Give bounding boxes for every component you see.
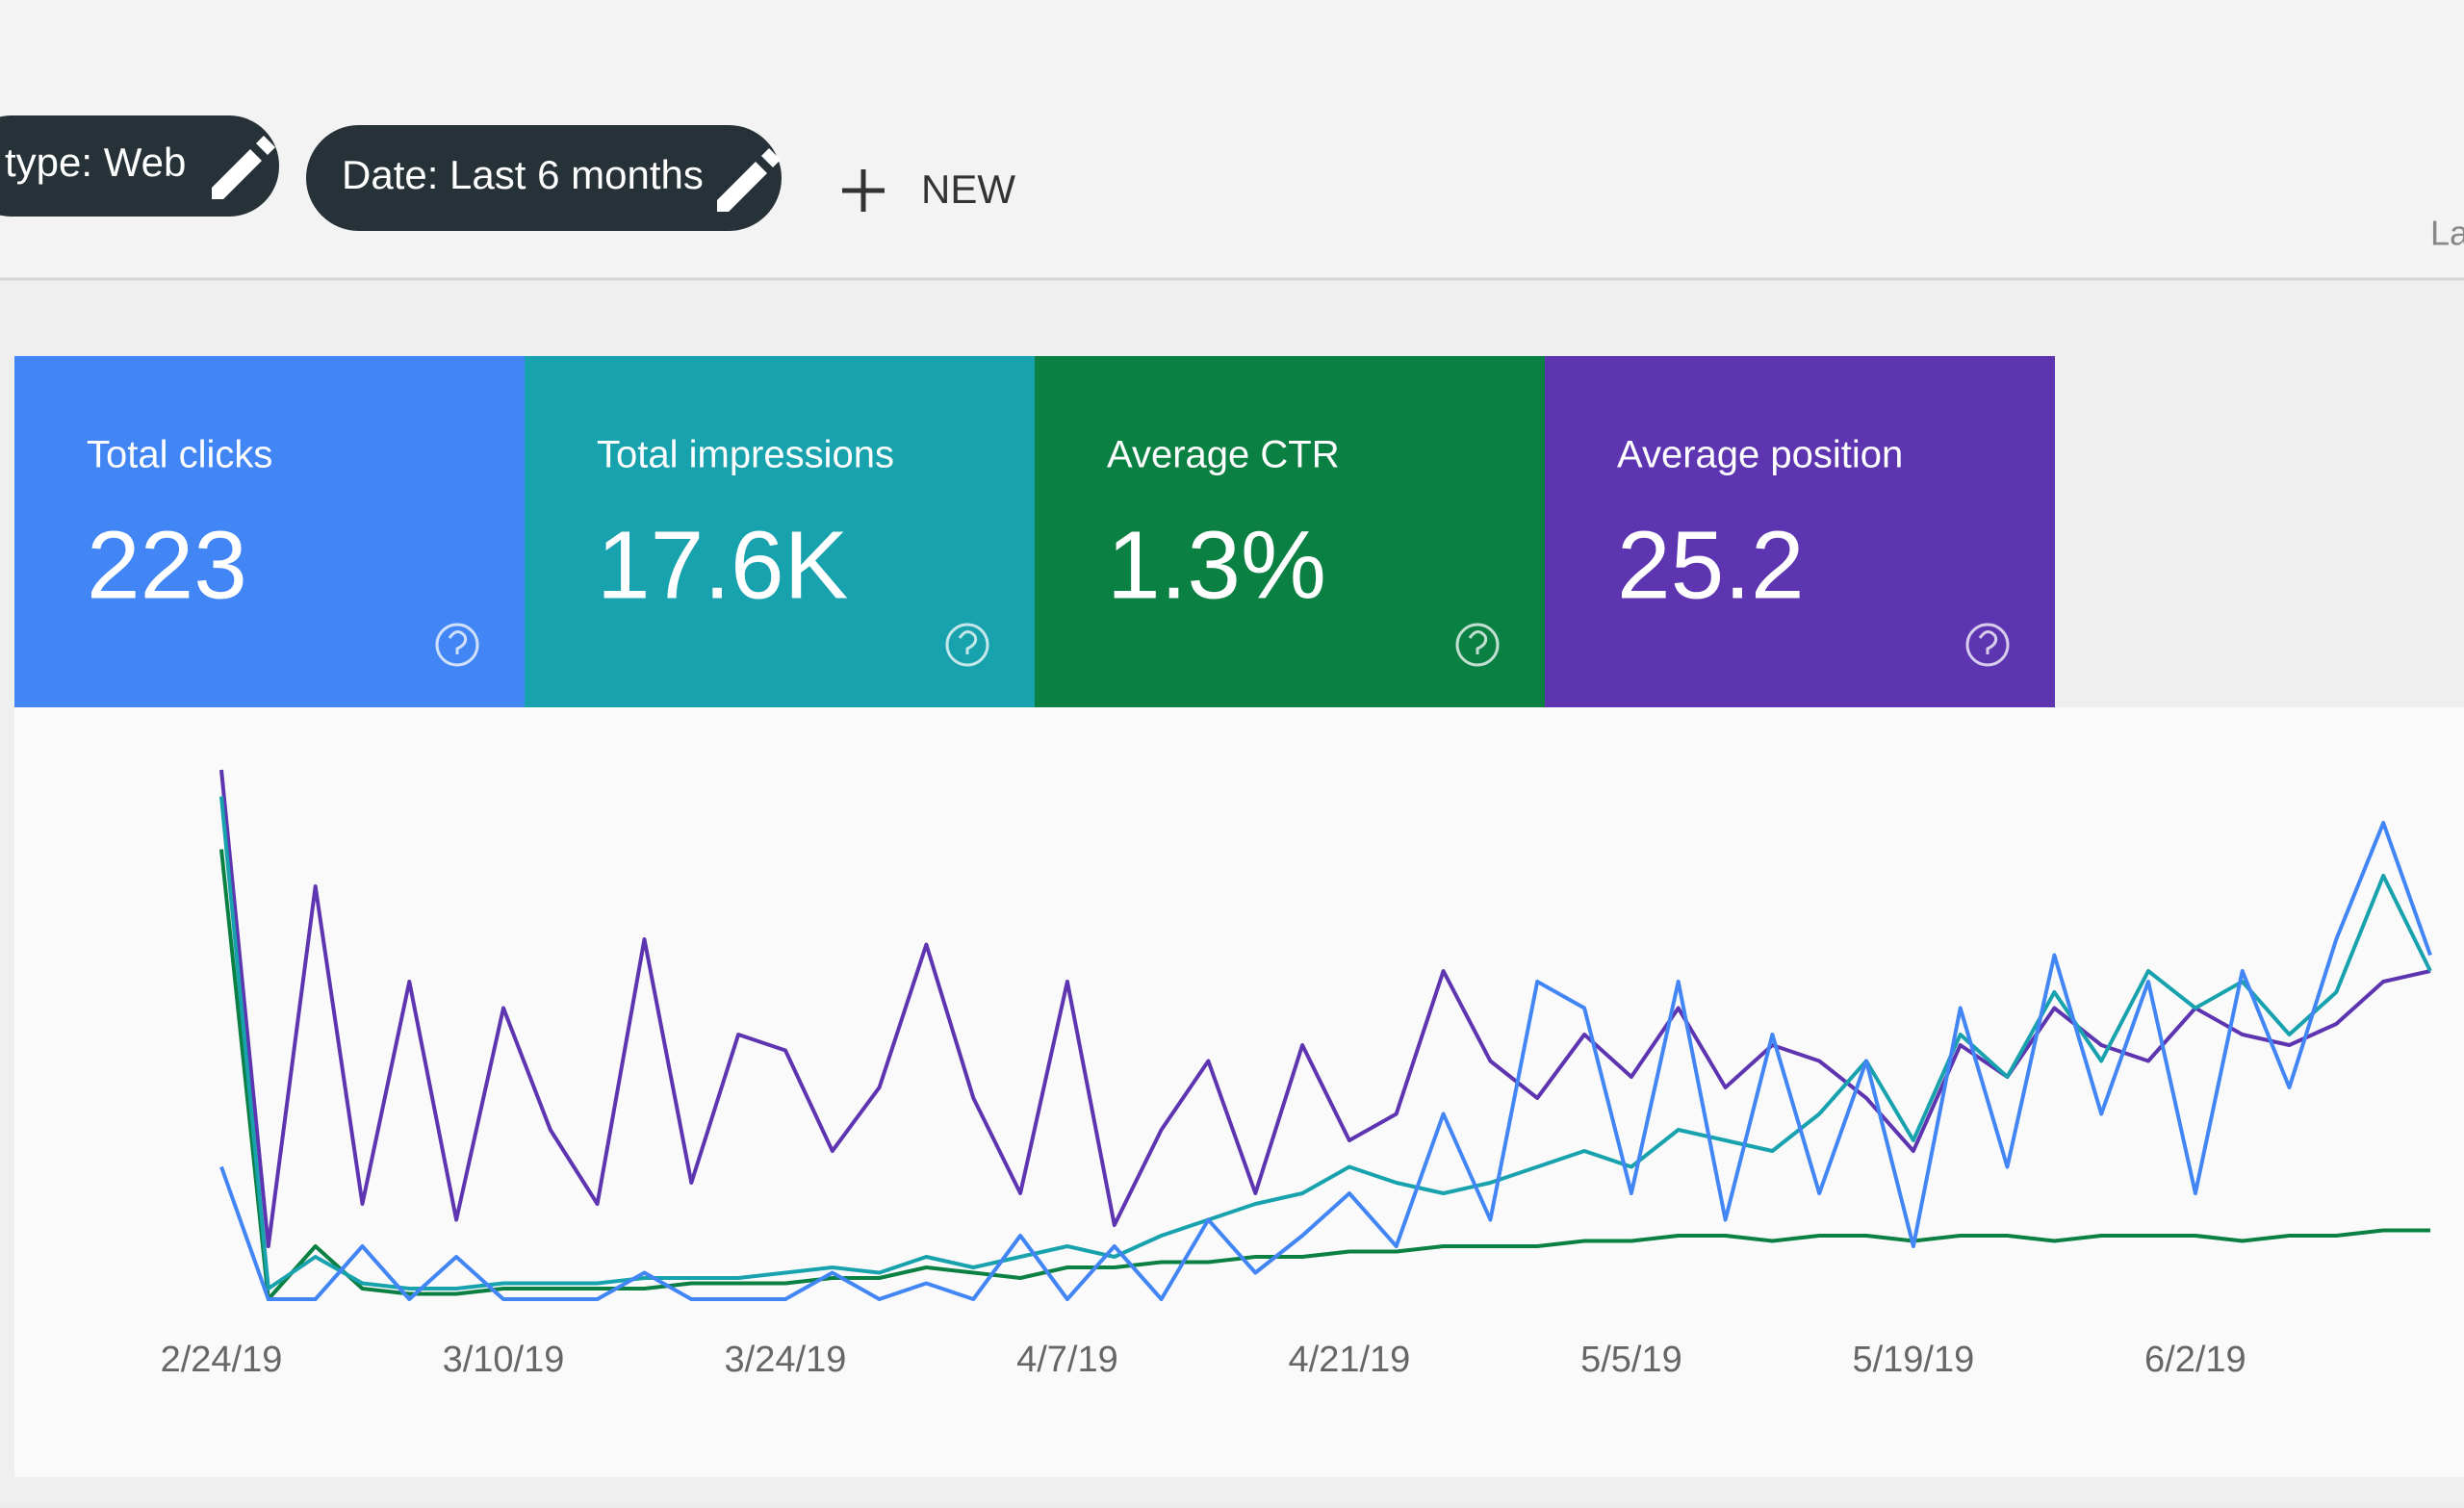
- card-value: 223: [87, 511, 247, 619]
- help-icon-mark: [958, 630, 978, 654]
- chart-panel: [14, 707, 2464, 1477]
- card-background: [14, 356, 525, 707]
- card-label: Total clicks: [87, 434, 272, 476]
- metric-card[interactable]: Total impressions 17.6K: [525, 356, 1035, 707]
- series-line: [219, 796, 2432, 1291]
- card-background: [1545, 356, 2055, 707]
- x-tick-label: 2/24/19: [161, 1340, 283, 1380]
- filter-chip[interactable]: Date: Last 6 months: [306, 125, 782, 231]
- x-tick-label: 6/2/19: [2144, 1340, 2246, 1380]
- help-icon-mark: [1468, 630, 1488, 654]
- toolbar-right-text: La: [2430, 214, 2464, 253]
- edit-icon: [717, 148, 781, 212]
- new-label: NEW: [921, 166, 1015, 212]
- metric-cards: Total clicks 223 Total impressions 17.6K Ave…: [14, 356, 2055, 707]
- series-line: [219, 821, 2432, 1301]
- chip-background: [0, 115, 279, 217]
- help-icon-mark: [1978, 630, 1998, 654]
- help-icon: [1965, 623, 2010, 667]
- card-label: Average position: [1617, 434, 1903, 476]
- card-value: 1.3%: [1107, 511, 1326, 619]
- chip-background: [306, 125, 782, 231]
- help-icon: [435, 623, 479, 667]
- chip-label: type: Web: [5, 140, 186, 185]
- x-tick-label: 4/7/19: [1016, 1340, 1118, 1380]
- filter-chip[interactable]: type: Web: [0, 115, 279, 217]
- series-line: [219, 849, 2430, 1301]
- chart: 2/24/19 3/10/19 3/24/19 4/7/19 4/21/19 5/5/19…: [161, 769, 2432, 1380]
- card-background: [525, 356, 1035, 707]
- x-tick-label: 3/10/19: [443, 1340, 565, 1380]
- card-label: Total impressions: [597, 434, 894, 476]
- metric-card[interactable]: Average CTR 1.3%: [1035, 356, 1545, 707]
- x-tick-label: 5/5/19: [1580, 1340, 1682, 1380]
- series-line: [219, 769, 2431, 1248]
- metric-card[interactable]: Average position 25.2: [1545, 356, 2055, 707]
- card-value: 17.6K: [597, 511, 848, 619]
- x-tick-label: 5/19/19: [1852, 1340, 1974, 1380]
- edit-icon: [212, 136, 275, 199]
- card-background: [1035, 356, 1545, 707]
- plus-icon: [842, 169, 885, 212]
- card-value: 25.2: [1617, 511, 1805, 619]
- x-tick-label: 4/21/19: [1289, 1340, 1411, 1380]
- new-button[interactable]: NEW: [842, 166, 1015, 212]
- help-icon: [1455, 623, 1500, 667]
- metric-card[interactable]: Total clicks 223: [14, 356, 525, 707]
- x-tick-label: 3/24/19: [725, 1340, 847, 1380]
- help-icon: [945, 623, 989, 667]
- help-icon-mark: [448, 630, 468, 654]
- chip-label: Date: Last 6 months: [342, 152, 704, 197]
- card-label: Average CTR: [1107, 434, 1340, 476]
